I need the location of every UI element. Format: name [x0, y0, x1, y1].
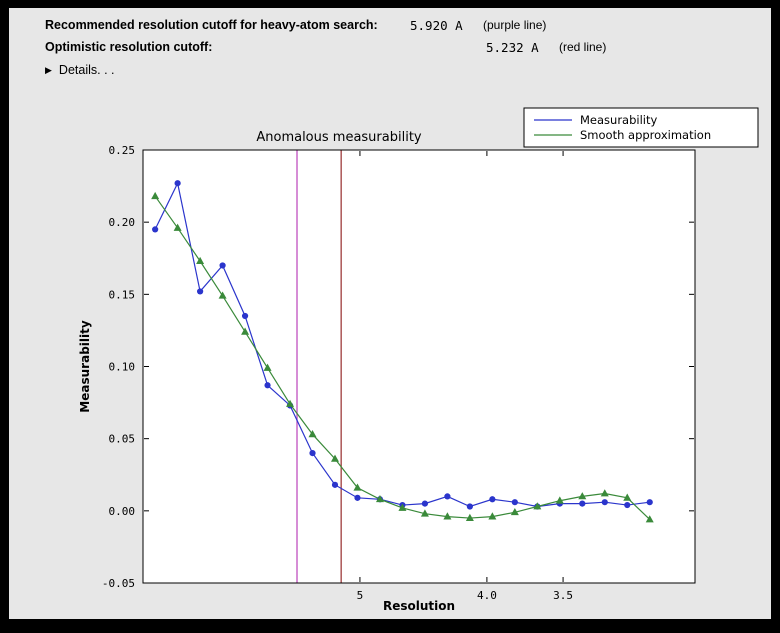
y-tick-label: 0.05 — [109, 433, 136, 446]
plot-frame — [142, 149, 696, 584]
optimistic-cutoff-label: Optimistic resolution cutoff: — [45, 40, 213, 54]
anomalous-measurability-chart: -0.05 0.00 0.05 0.10 0.15 0.20 0.25 5 4.0 3.5 Anom… — [78, 107, 759, 613]
y-tick-label: 0.00 — [109, 505, 136, 518]
disclosure-triangle-icon: ▶ — [45, 65, 52, 75]
optimistic-cutoff-note: (red line) — [559, 40, 607, 54]
recommended-cutoff-value: 5.920 A — [410, 18, 463, 33]
chart-title: Anomalous measurability — [256, 130, 422, 145]
y-axis-label: Measurability — [78, 320, 92, 413]
y-tick-label: 0.10 — [109, 361, 136, 374]
optimistic-cutoff-value: 5.232 A — [486, 40, 539, 55]
y-tick-label: 0.20 — [109, 216, 136, 229]
recommended-cutoff-note: (purple line) — [483, 18, 547, 32]
legend-label: Smooth approximation — [580, 128, 711, 142]
details-disclosure[interactable]: ▶ Details. . . — [45, 63, 115, 77]
legend-label: Measurability — [580, 113, 657, 127]
plot-area — [143, 150, 695, 583]
y-tick-label: -0.05 — [102, 577, 135, 590]
series-triangle — [151, 191, 654, 523]
y-tick-label: 0.25 — [109, 144, 136, 157]
optimistic-cutoff-row: Optimistic resolution cutoff: 5.232 A (r… — [9, 40, 771, 58]
x-tick-label: 4.0 — [477, 589, 497, 602]
x-axis-label: Resolution — [383, 599, 455, 613]
recommended-cutoff-label: Recommended resolution cutoff for heavy-… — [45, 18, 378, 32]
app-panel: Recommended resolution cutoff for heavy-… — [9, 8, 771, 619]
x-tick-label: 3.5 — [553, 589, 573, 602]
y-tick-label: 0.15 — [109, 288, 136, 301]
x-tick-label: 5 — [357, 589, 364, 602]
legend-box — [523, 107, 759, 148]
details-label: Details. . . — [58, 63, 115, 77]
recommended-cutoff-row: Recommended resolution cutoff for heavy-… — [9, 18, 771, 36]
